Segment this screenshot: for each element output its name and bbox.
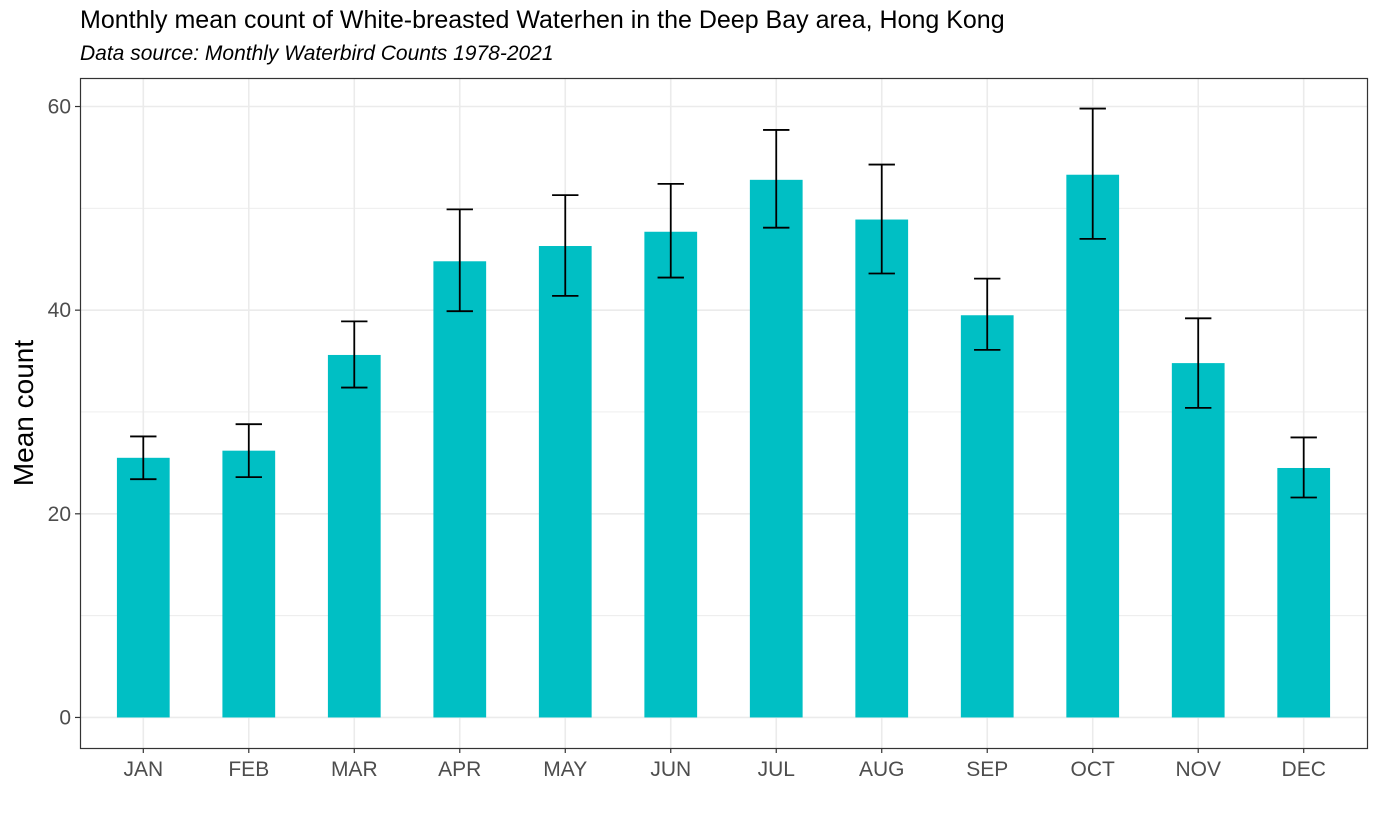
chart-subtitle: Data source: Monthly Waterbird Counts 19… — [80, 42, 554, 65]
bar — [433, 261, 487, 718]
bar — [749, 179, 803, 718]
panel-border — [79, 77, 1369, 750]
bar — [1277, 467, 1331, 718]
bar — [538, 246, 592, 718]
x-tick-label: MAY — [543, 758, 587, 781]
x-tick-label: APR — [438, 758, 481, 781]
bar — [222, 450, 276, 718]
x-tick-label: JUL — [758, 758, 795, 781]
y-tick-label: 0 — [59, 706, 71, 729]
x-tick-label: SEP — [966, 758, 1008, 781]
y-axis-title: Mean count — [8, 340, 39, 487]
x-tick-label: OCT — [1071, 758, 1116, 781]
bar — [855, 219, 909, 718]
x-tick-label: MAR — [331, 758, 378, 781]
y-tick-label: 40 — [48, 299, 71, 322]
x-tick-label: AUG — [859, 758, 905, 781]
x-tick-label: NOV — [1175, 758, 1221, 781]
bar — [327, 354, 381, 718]
bar — [116, 457, 170, 718]
bar — [1171, 363, 1225, 718]
bar-layer — [116, 174, 1331, 718]
bar — [644, 231, 698, 718]
x-tick-label: JUN — [650, 758, 691, 781]
x-tick-label: DEC — [1282, 758, 1326, 781]
x-tick-label: JAN — [123, 758, 163, 781]
y-tick-label: 20 — [48, 503, 71, 526]
y-tick-label: 60 — [48, 96, 71, 119]
chart-title: Monthly mean count of White-breasted Wat… — [80, 6, 1005, 34]
bar — [960, 315, 1014, 718]
error-bar-layer — [130, 107, 1317, 499]
axis-layer: 0 20 40 60 JAN FEB MAR APR MAY JUN JUL AUG SEP OCT NOV… — [48, 96, 1326, 781]
bar — [1066, 174, 1120, 718]
x-tick-label: FEB — [228, 758, 269, 781]
